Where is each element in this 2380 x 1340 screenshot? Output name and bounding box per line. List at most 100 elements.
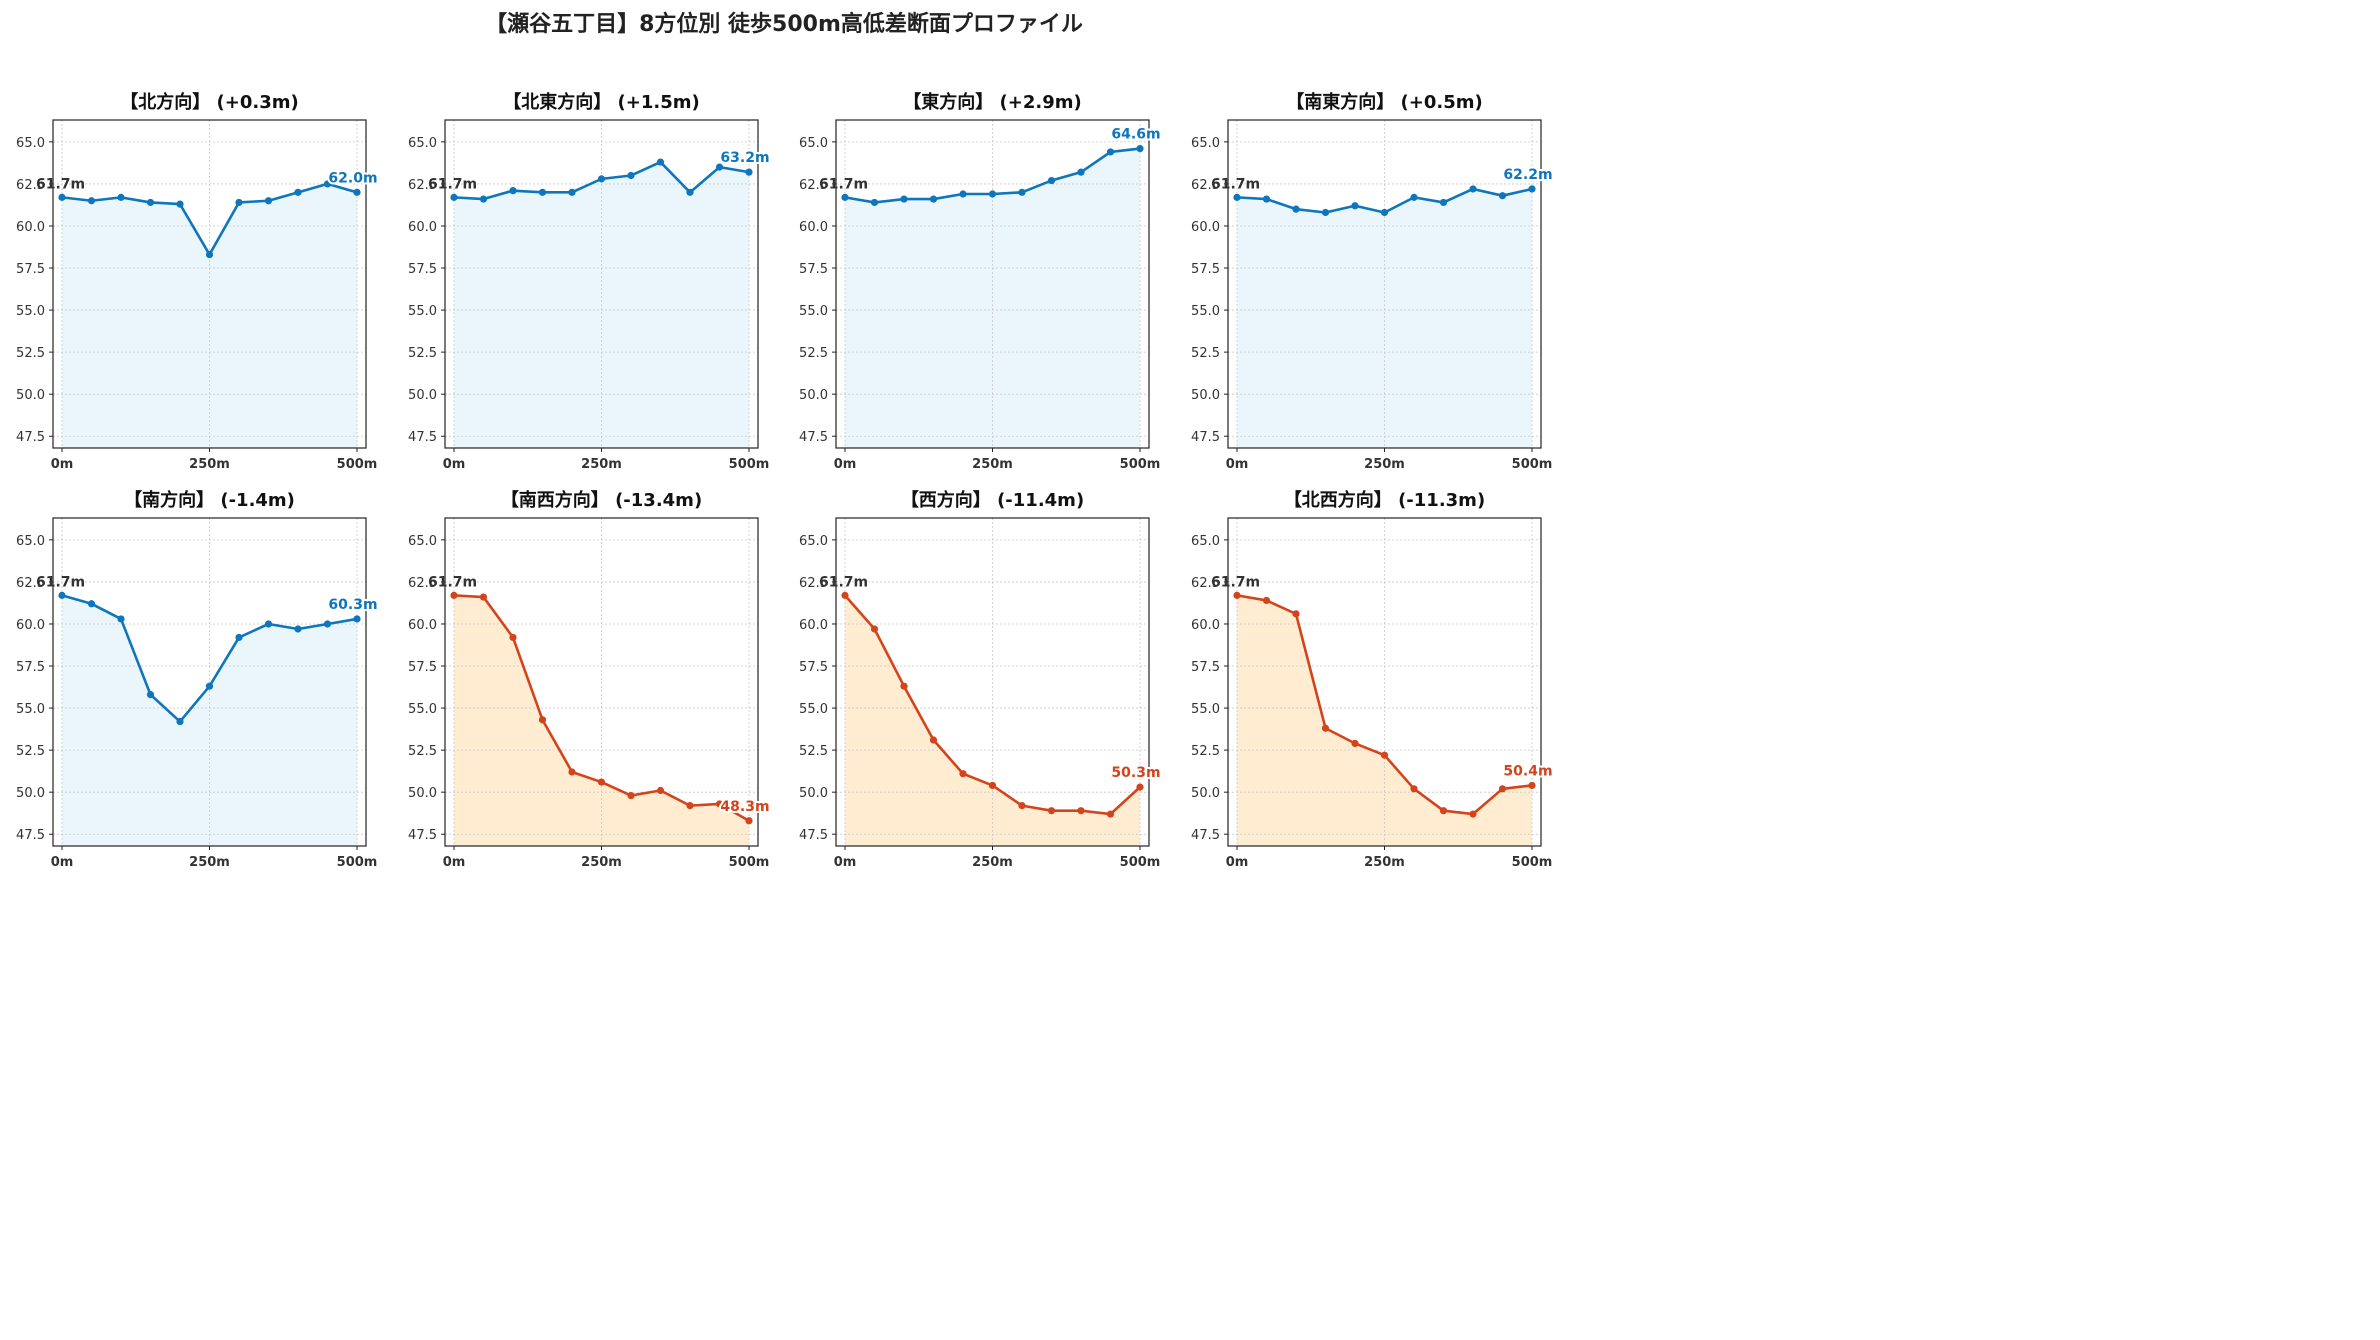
data-point <box>294 625 302 633</box>
y-tick-label: 55.0 <box>1191 702 1220 717</box>
start-label: 61.7m <box>428 574 477 590</box>
y-tick-label: 52.5 <box>408 744 437 759</box>
data-point <box>870 625 879 633</box>
end-label-halo: 48.3m <box>720 799 769 815</box>
chart-panel-1: 【北東方向】 (+1.5m) 47.5 50.0 52.5 55.0 57.5 60.0 62… <box>408 91 772 472</box>
y-tick-label: 50.0 <box>799 786 828 801</box>
x-tick-label: 250m <box>972 855 1013 870</box>
data-point <box>597 175 606 183</box>
y-tick-label: 60.0 <box>1191 220 1220 235</box>
y-tick-label: 57.5 <box>1191 660 1220 675</box>
y-tick-label: 65.0 <box>16 136 45 151</box>
data-point <box>87 197 96 205</box>
data-point <box>929 195 938 203</box>
y-tick-label: 47.5 <box>16 430 45 445</box>
data-point <box>509 187 517 195</box>
area-fill <box>62 183 357 448</box>
x-tick-label: 0m <box>51 855 74 870</box>
data-point <box>1262 195 1271 203</box>
page-title: 【瀬谷五丁目】8方位別 徒歩500m高低差断面プロファイル <box>485 12 1083 37</box>
data-point <box>1018 802 1026 810</box>
x-tick-label: 0m <box>1226 855 1249 870</box>
data-point <box>841 591 849 599</box>
data-point <box>627 791 635 800</box>
data-point <box>1233 193 1241 201</box>
y-tick-label: 47.5 <box>1191 828 1220 843</box>
data-point <box>929 736 938 744</box>
end-label: 62.2m <box>1503 167 1552 183</box>
data-point <box>1321 208 1330 217</box>
end-label-halo: 63.2m <box>720 150 769 166</box>
data-point <box>1077 168 1085 176</box>
x-tick-label: 250m <box>189 855 230 870</box>
start-label: 61.7m <box>1211 574 1260 590</box>
data-point <box>1262 596 1271 605</box>
y-tick-label: 65.0 <box>799 136 828 151</box>
data-point <box>1018 188 1026 196</box>
y-tick-label: 65.0 <box>799 534 828 549</box>
data-point <box>959 770 967 778</box>
area-fill <box>1237 595 1532 846</box>
y-tick-label: 57.5 <box>799 262 828 277</box>
end-label: 64.6m <box>1111 127 1160 143</box>
y-tick-label: 60.0 <box>16 618 45 633</box>
y-tick-label: 57.5 <box>408 660 437 675</box>
y-tick-label: 65.0 <box>408 534 437 549</box>
end-label: 63.2m <box>720 150 769 166</box>
data-point <box>1106 148 1115 156</box>
panel-title: 【南西方向】 (-13.4m) <box>501 489 702 511</box>
data-point <box>509 633 517 642</box>
start-label: 61.7m <box>819 574 868 590</box>
chart-panel-3: 【南東方向】 (+0.5m) 47.5 50.0 52.5 55.0 57.5 60.0 62… <box>1191 91 1555 472</box>
x-tick-label: 500m <box>1120 457 1161 472</box>
y-tick-label: 55.0 <box>799 304 828 319</box>
end-label-halo: 50.4m <box>1503 763 1552 779</box>
data-point <box>146 198 155 207</box>
data-point <box>235 198 243 207</box>
x-tick-label: 500m <box>1512 457 1553 472</box>
data-point <box>841 193 849 201</box>
y-tick-label: 47.5 <box>408 430 437 445</box>
y-tick-label: 60.0 <box>799 618 828 633</box>
panel-title: 【東方向】 (+2.9m) <box>903 91 1081 113</box>
x-tick-label: 250m <box>1364 855 1405 870</box>
data-point <box>1321 724 1330 732</box>
y-tick-label: 47.5 <box>799 828 828 843</box>
data-point <box>479 593 488 601</box>
data-point <box>1469 185 1477 193</box>
y-tick-label: 47.5 <box>799 430 828 445</box>
area-fill <box>845 595 1140 846</box>
data-point <box>1292 610 1300 618</box>
data-point <box>1380 751 1389 759</box>
area-fill <box>454 595 749 846</box>
data-point <box>205 682 214 690</box>
y-tick-label: 47.5 <box>1191 430 1220 445</box>
data-point <box>900 682 908 690</box>
y-tick-label: 57.5 <box>16 660 45 675</box>
data-point <box>323 620 332 628</box>
x-tick-label: 0m <box>51 457 74 472</box>
data-point <box>538 188 547 196</box>
x-tick-label: 0m <box>834 457 857 472</box>
data-point <box>176 200 184 208</box>
data-point <box>1528 781 1536 790</box>
data-point <box>1077 807 1085 815</box>
end-label: 60.3m <box>328 597 377 613</box>
end-label-halo: 50.3m <box>1111 765 1160 781</box>
area-fill <box>845 148 1140 448</box>
data-point <box>1439 198 1448 207</box>
chart-grid: 【北方向】 (+0.3m) 47.5 50.0 52.5 55.0 57.5 60.0 62.… <box>16 91 1555 870</box>
data-point <box>959 190 967 198</box>
panel-title: 【西方向】 (-11.4m) <box>901 489 1084 511</box>
data-point <box>988 190 997 198</box>
data-point <box>715 800 724 808</box>
x-tick-label: 500m <box>1512 855 1553 870</box>
data-point <box>656 158 665 166</box>
data-point <box>1410 785 1418 793</box>
data-point <box>1351 202 1359 210</box>
start-label: 61.7m <box>428 176 477 192</box>
y-tick-label: 52.5 <box>799 346 828 361</box>
y-tick-label: 55.0 <box>16 304 45 319</box>
end-label: 62.0m <box>328 170 377 186</box>
data-point <box>1410 193 1418 201</box>
